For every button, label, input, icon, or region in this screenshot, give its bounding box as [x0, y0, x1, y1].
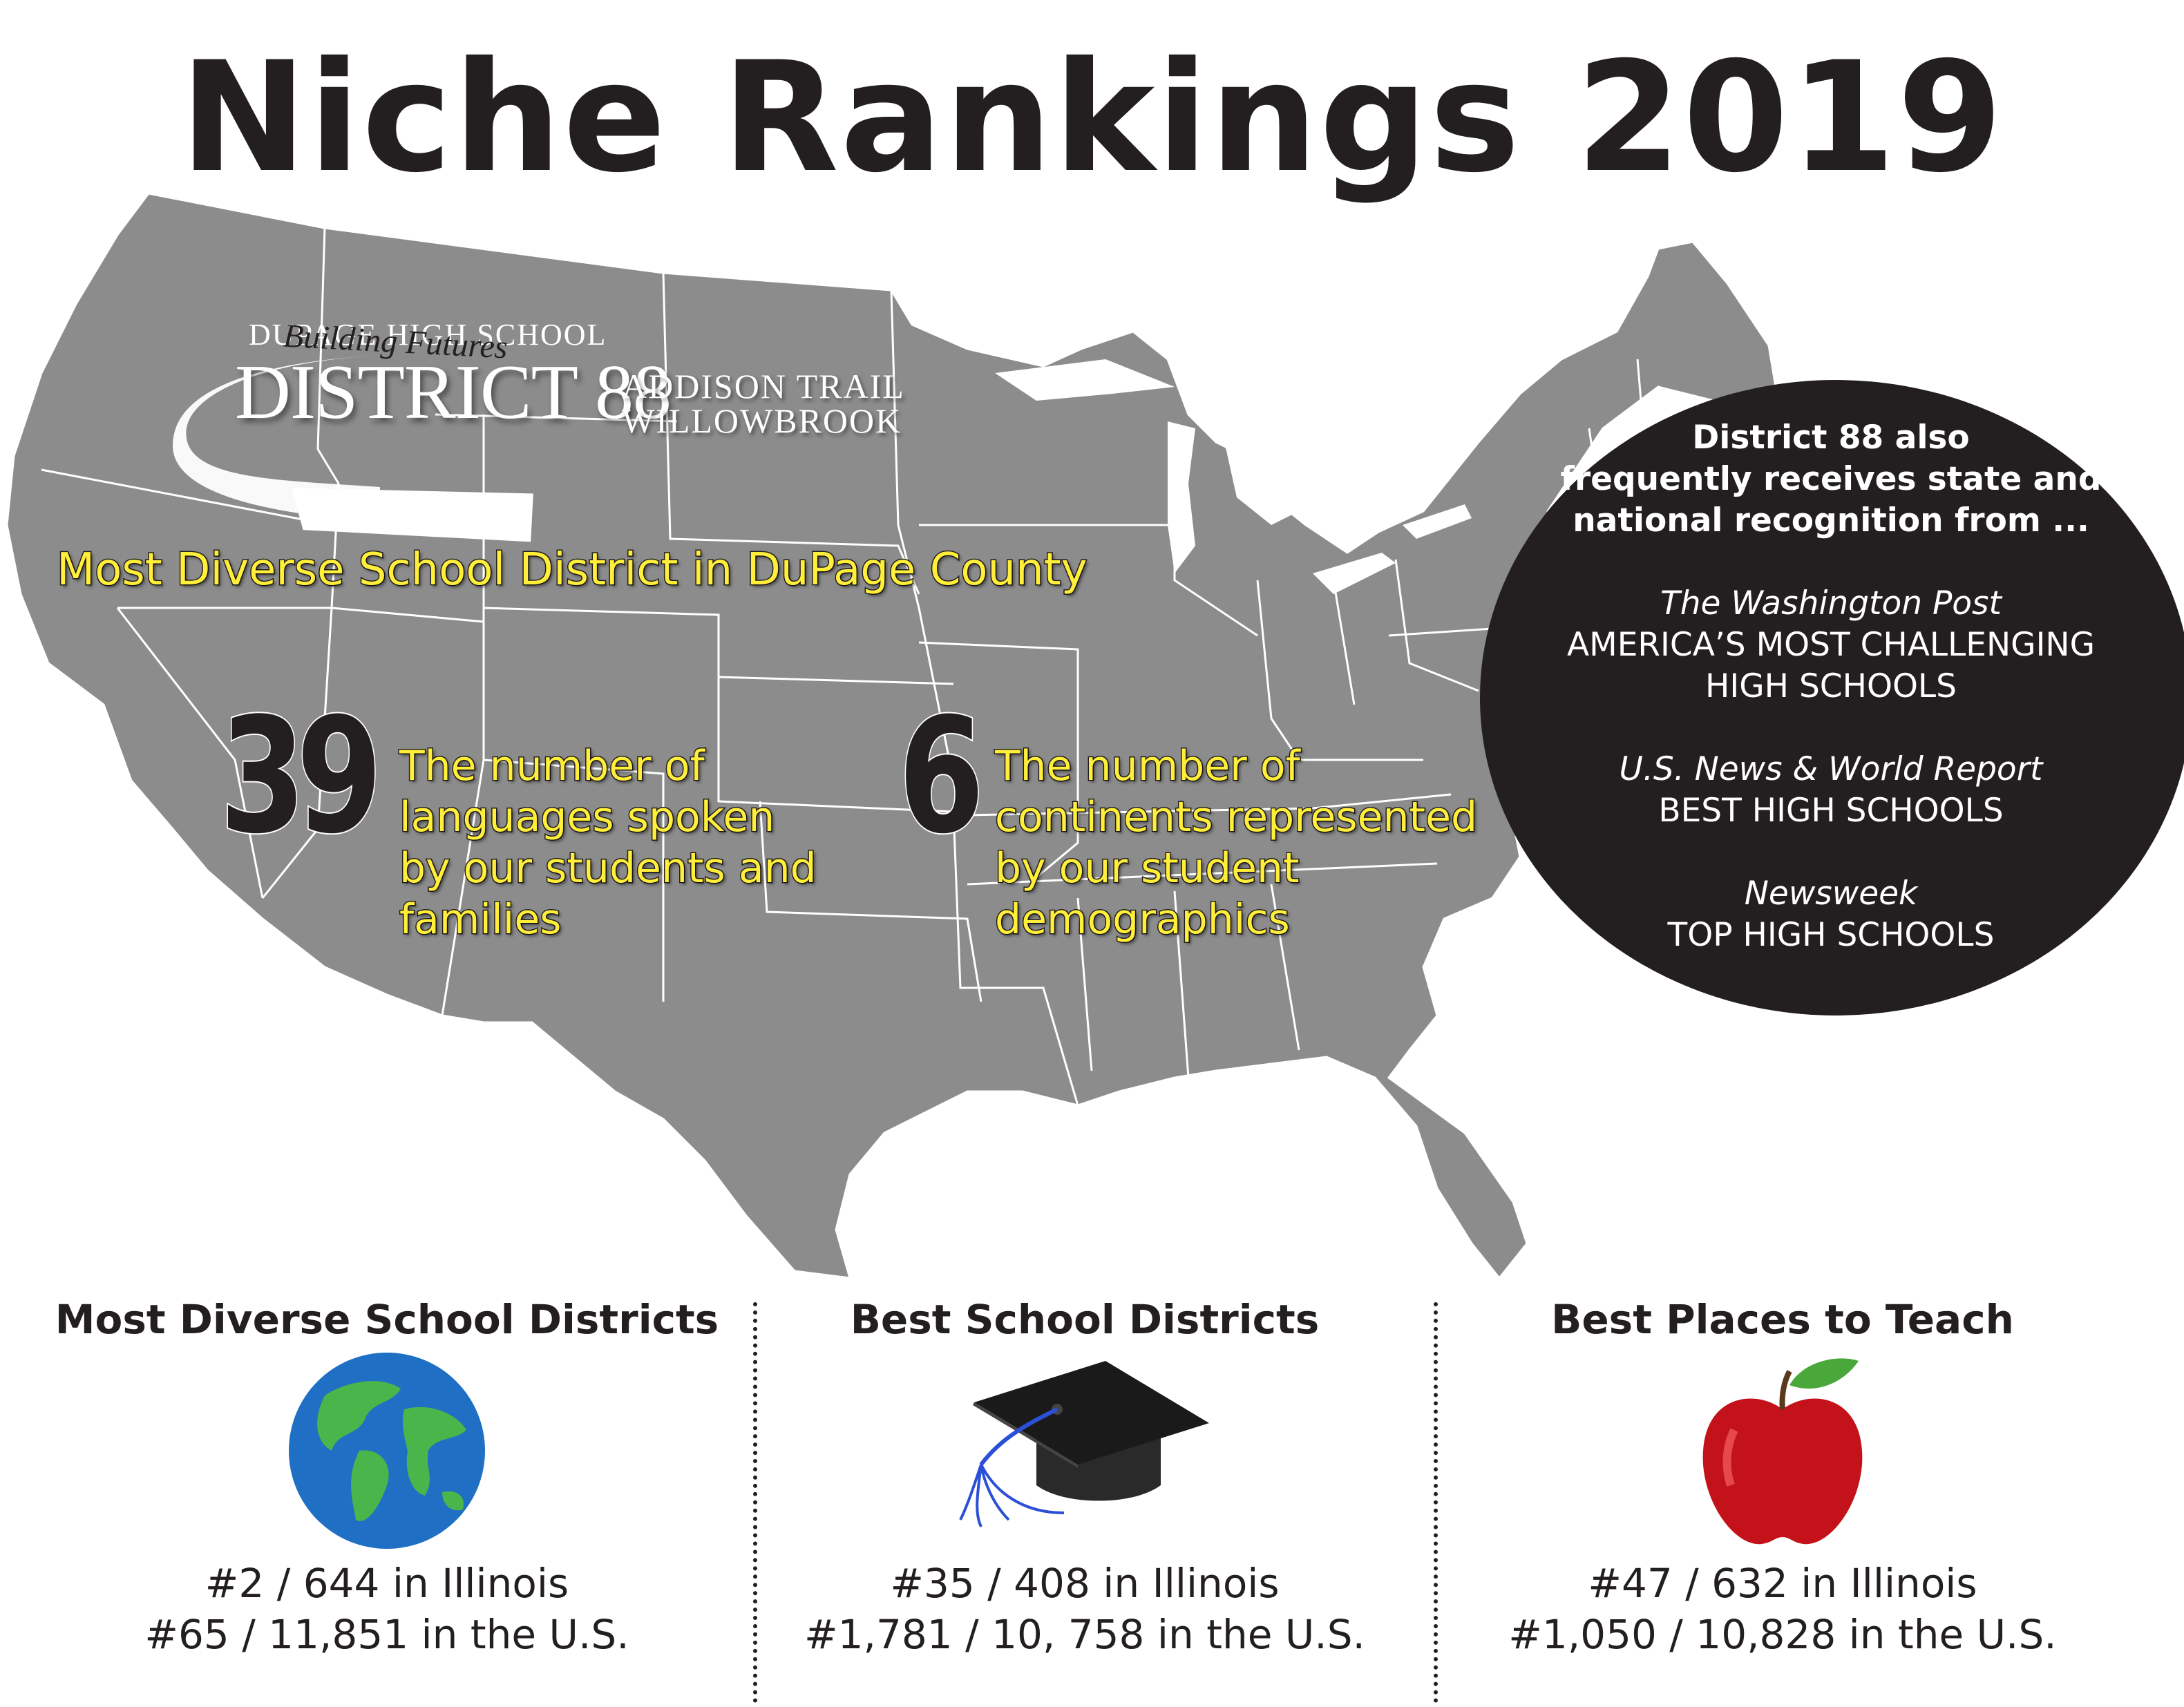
ranking-best-places-teach: Best Places to Teach #47 / 632 in Illino… — [1437, 1292, 2128, 1658]
recognition-item: Newsweek TOP HIGH SCHOOLS — [1485, 873, 2176, 956]
ranking-title: Best School Districts — [850, 1296, 1320, 1343]
stat-languages-number: 39 — [218, 685, 383, 869]
stat-line: languages spoken — [399, 792, 776, 843]
stat-continents-text: The number of continents represented by … — [994, 741, 1492, 945]
stat-line: The number of — [994, 741, 1302, 792]
recognition-source: U.S. News & World Report — [1619, 750, 2043, 788]
ranking-national: #1,781 / 10, 758 in the U.S. — [804, 1611, 1365, 1658]
ranking-most-diverse: Most Diverse School Districts #2 / 644 i… — [41, 1292, 732, 1658]
logo-district-name: DISTRICT 88 — [235, 350, 672, 435]
recognition-award: BEST HIGH SCHOOLS — [1485, 790, 2176, 832]
recognition-award-line: HIGH SCHOOLS — [1705, 667, 1957, 705]
page-title: Niche Rankings 2019 — [180, 29, 2004, 206]
recognition-circle — [1480, 380, 2184, 1015]
apple-icon — [1702, 1358, 1863, 1545]
ranking-best-districts: Best School Districts #35 / 408 in Illin… — [753, 1292, 1416, 1658]
graduation-cap-icon — [959, 1361, 1209, 1527]
recognition-source: The Washington Post — [1660, 584, 2002, 622]
ranking-state: #47 / 632 in Illinois — [1588, 1560, 1977, 1607]
ranking-state: #2 / 644 in Illinois — [205, 1560, 569, 1607]
district-logo: DUPAGE HIGH SCHOOL DISTRICT 88 ADDISON T… — [173, 314, 905, 542]
stat-continents-number: 6 — [897, 685, 985, 869]
us-map-outline — [6, 192, 1777, 1280]
column-divider — [753, 1302, 757, 1703]
logo-top-line: DUPAGE HIGH SCHOOL — [249, 318, 607, 352]
stat-languages-text: The number of languages spoken by our st… — [399, 741, 883, 945]
logo-swoosh — [173, 356, 533, 542]
column-divider — [1434, 1302, 1438, 1703]
ranking-title: Best Places to Teach — [1551, 1296, 2014, 1343]
diversity-headline: Most Diverse School District in DuPage C… — [56, 544, 1089, 597]
recognition-award: TOP HIGH SCHOOLS — [1485, 915, 2176, 956]
recognition-award-line: TOP HIGH SCHOOLS — [1667, 916, 1995, 954]
logo-school-willowbrook: WILLOWBROOK — [622, 401, 902, 440]
recognition-intro: District 88 also frequently receives sta… — [1485, 417, 2176, 542]
stat-line: by our student — [994, 843, 1301, 894]
recognition-content: District 88 also frequently receives sta… — [1485, 417, 2176, 998]
globe-icon — [289, 1353, 485, 1549]
great-lakes — [995, 359, 1472, 594]
recognition-intro-line: frequently receives state and — [1560, 460, 2102, 498]
recognition-award-line: AMERICA’S MOST CHALLENGING — [1566, 626, 2096, 664]
recognition-intro-line: national recognition from ... — [1573, 502, 2089, 540]
recognition-item: U.S. News & World Report BEST HIGH SCHOO… — [1485, 749, 2176, 832]
stat-line: The number of — [399, 741, 706, 792]
recognition-source: Newsweek — [1744, 875, 1918, 913]
ranking-state: #35 / 408 in Illinois — [890, 1560, 1280, 1607]
ranking-title: Most Diverse School Districts — [55, 1296, 719, 1343]
stat-line: continents represented — [994, 792, 1479, 843]
recognition-intro-line: District 88 also — [1692, 419, 1970, 457]
ranking-national: #65 / 11,851 in the U.S. — [144, 1611, 629, 1658]
state-borders — [41, 227, 1646, 1106]
ranking-national: #1,050 / 10,828 in the U.S. — [1508, 1611, 2057, 1658]
recognition-item: The Washington Post AMERICA’S MOST CHALL… — [1485, 583, 2176, 707]
stat-line: families — [399, 895, 563, 945]
stat-line: demographics — [994, 895, 1291, 945]
recognition-award-line: BEST HIGH SCHOOLS — [1658, 792, 2004, 830]
stat-line: by our students and — [399, 843, 818, 894]
logo-school-addison: ADDISON TRAIL — [622, 367, 905, 406]
recognition-award: AMERICA’S MOST CHALLENGING HIGH SCHOOLS — [1485, 624, 2176, 707]
